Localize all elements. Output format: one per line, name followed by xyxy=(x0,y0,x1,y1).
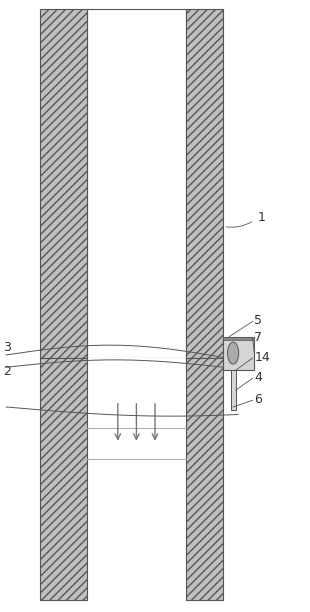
Polygon shape xyxy=(40,9,87,358)
Text: 2: 2 xyxy=(3,365,11,378)
Polygon shape xyxy=(87,358,186,600)
Text: 3: 3 xyxy=(3,340,11,354)
Text: 5: 5 xyxy=(254,314,262,327)
Text: 1: 1 xyxy=(257,211,265,224)
Text: 6: 6 xyxy=(254,393,262,406)
Polygon shape xyxy=(40,358,87,600)
Polygon shape xyxy=(186,358,223,600)
Text: 4: 4 xyxy=(254,371,262,384)
Polygon shape xyxy=(186,9,223,358)
Circle shape xyxy=(228,342,239,364)
Bar xyxy=(223,337,254,340)
Text: 14: 14 xyxy=(254,351,270,364)
Text: 7: 7 xyxy=(254,331,262,345)
Bar xyxy=(231,370,236,410)
Polygon shape xyxy=(223,337,254,370)
Polygon shape xyxy=(87,9,186,358)
